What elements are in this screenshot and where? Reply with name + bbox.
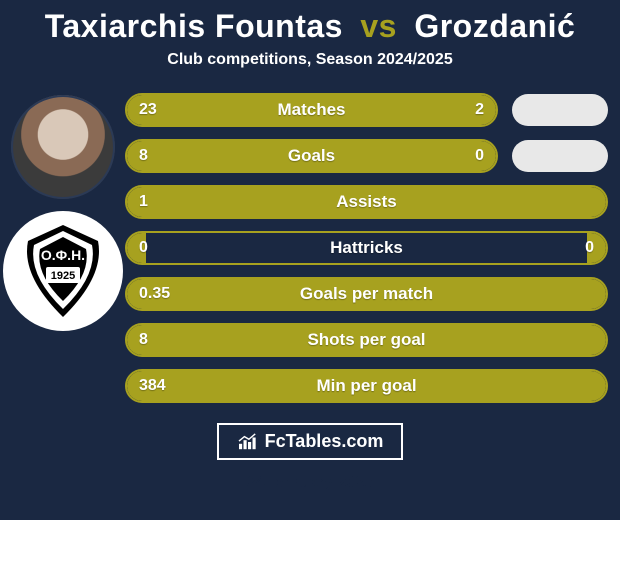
brand-text: FcTables.com (265, 431, 384, 452)
title: Taxiarchis Fountas vs Grozdanić (0, 8, 620, 45)
stat-row: 0.35Goals per match (125, 277, 608, 311)
player1-avatar (11, 95, 115, 199)
stat-bar: 8Shots per goal (125, 323, 608, 357)
date-text: 24 february 2025 (0, 474, 620, 492)
stat-row: 00Hattricks (125, 231, 608, 265)
stat-bar: 384Min per goal (125, 369, 608, 403)
stat-row: 1Assists (125, 185, 608, 219)
stat-pill (512, 140, 608, 172)
stat-bar: 232Matches (125, 93, 498, 127)
stat-bar: 80Goals (125, 139, 498, 173)
stat-pill (512, 94, 608, 126)
stat-bar: 0.35Goals per match (125, 277, 608, 311)
subtitle: Club competitions, Season 2024/2025 (0, 51, 620, 69)
bars-column: 232Matches 80Goals 1Assists 00Hattricks 0.35… (125, 93, 620, 415)
stat-row: 8Shots per goal (125, 323, 608, 357)
stat-row: 384Min per goal (125, 369, 608, 403)
stat-label: Shots per goal (127, 325, 606, 355)
content: O.Φ.H. 1925 232Matches 80Goals 1Assists 00H… (0, 93, 620, 415)
stat-row: 80Goals (125, 139, 608, 173)
player2-name: Grozdanić (414, 8, 575, 44)
avatars-column: O.Φ.H. 1925 (0, 93, 125, 331)
stat-label: Min per goal (127, 371, 606, 401)
stat-bar: 00Hattricks (125, 231, 608, 265)
footer: FcTables.com 24 february 2025 (0, 423, 620, 492)
header: Taxiarchis Fountas vs Grozdanić Club com… (0, 0, 620, 69)
stat-label: Goals (127, 141, 496, 171)
brand-box: FcTables.com (217, 423, 404, 460)
club-badge-icon: O.Φ.H. 1925 (13, 221, 113, 321)
stat-label: Hattricks (127, 233, 606, 263)
stat-label: Assists (127, 187, 606, 217)
svg-text:O.Φ.H.: O.Φ.H. (40, 247, 84, 263)
stat-label: Goals per match (127, 279, 606, 309)
vs-text: vs (360, 8, 397, 44)
svg-text:1925: 1925 (50, 270, 74, 282)
brand-chart-icon (237, 433, 259, 451)
club-badge: O.Φ.H. 1925 (3, 211, 123, 331)
stat-row: 232Matches (125, 93, 608, 127)
stat-bar: 1Assists (125, 185, 608, 219)
stat-label: Matches (127, 95, 496, 125)
player1-name: Taxiarchis Fountas (45, 8, 343, 44)
